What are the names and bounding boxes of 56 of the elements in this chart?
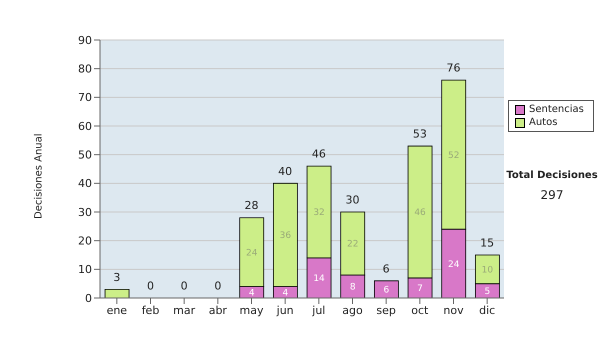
y-tick-label: 30: [78, 206, 92, 219]
x-tick-label: mar: [173, 304, 196, 317]
x-tick-label: ene: [106, 304, 128, 317]
y-tick-label: 80: [78, 62, 92, 76]
y-tick-label: 60: [78, 120, 92, 133]
data-label: 36: [280, 231, 292, 242]
x-tick-label: dic: [479, 304, 496, 317]
total-label: 28: [244, 199, 258, 212]
x-tick-label: jun: [276, 304, 294, 317]
data-label: 4: [248, 288, 255, 298]
total-label: 0: [147, 279, 154, 292]
x-tick-label: sep: [376, 304, 396, 317]
data-label: 8: [350, 282, 356, 293]
total-label: 0: [180, 279, 188, 292]
y-tick-label: 50: [78, 148, 92, 162]
data-label: 14: [313, 274, 326, 284]
data-label: 24: [246, 248, 258, 258]
x-tick-label: jul: [311, 304, 326, 317]
total-label: 53: [412, 128, 427, 141]
y-tick-label: 0: [85, 292, 92, 305]
x-tick-label: may: [240, 304, 264, 317]
data-label: 7: [417, 284, 423, 294]
data-label: 22: [346, 240, 358, 250]
data-label: 5: [484, 287, 490, 298]
x-tick-label: abr: [208, 304, 228, 317]
x-tick-label: feb: [142, 304, 160, 317]
total-label: 15: [480, 236, 494, 250]
bar: [104, 289, 130, 298]
y-tick-label: 10: [78, 263, 92, 276]
y-tick-label: 70: [78, 91, 92, 104]
y-tick-label: 90: [78, 34, 92, 47]
total-label: 3: [113, 270, 120, 284]
legend-label: Sentencias: [529, 103, 584, 116]
bar: [374, 280, 399, 298]
text: Total Decisiones: [505, 170, 599, 181]
data-label: 10: [482, 266, 494, 276]
total-label: 6: [382, 262, 390, 276]
legend-label: Autos: [529, 116, 558, 129]
data-label: 46: [414, 208, 426, 218]
x-tick-label: nov: [443, 304, 464, 317]
total-label: 76: [446, 62, 460, 75]
y-tick-label: 40: [78, 177, 92, 190]
data-label: 32: [313, 208, 325, 218]
total-label: 40: [278, 164, 292, 178]
x-tick-label: ago: [342, 304, 363, 317]
data-label: 24: [448, 260, 460, 270]
data-label: 52: [448, 150, 460, 161]
total-label: 0: [214, 279, 222, 292]
text: 297: [540, 188, 564, 202]
data-label: 6: [384, 286, 390, 296]
data-label: 4: [282, 288, 289, 298]
x-tick-label: oct: [411, 304, 430, 317]
total-label: 30: [346, 193, 360, 206]
y-axis-title: Decisiones Anual: [34, 133, 45, 219]
y-tick-label: 20: [78, 234, 92, 248]
total-label: 46: [312, 148, 326, 161]
